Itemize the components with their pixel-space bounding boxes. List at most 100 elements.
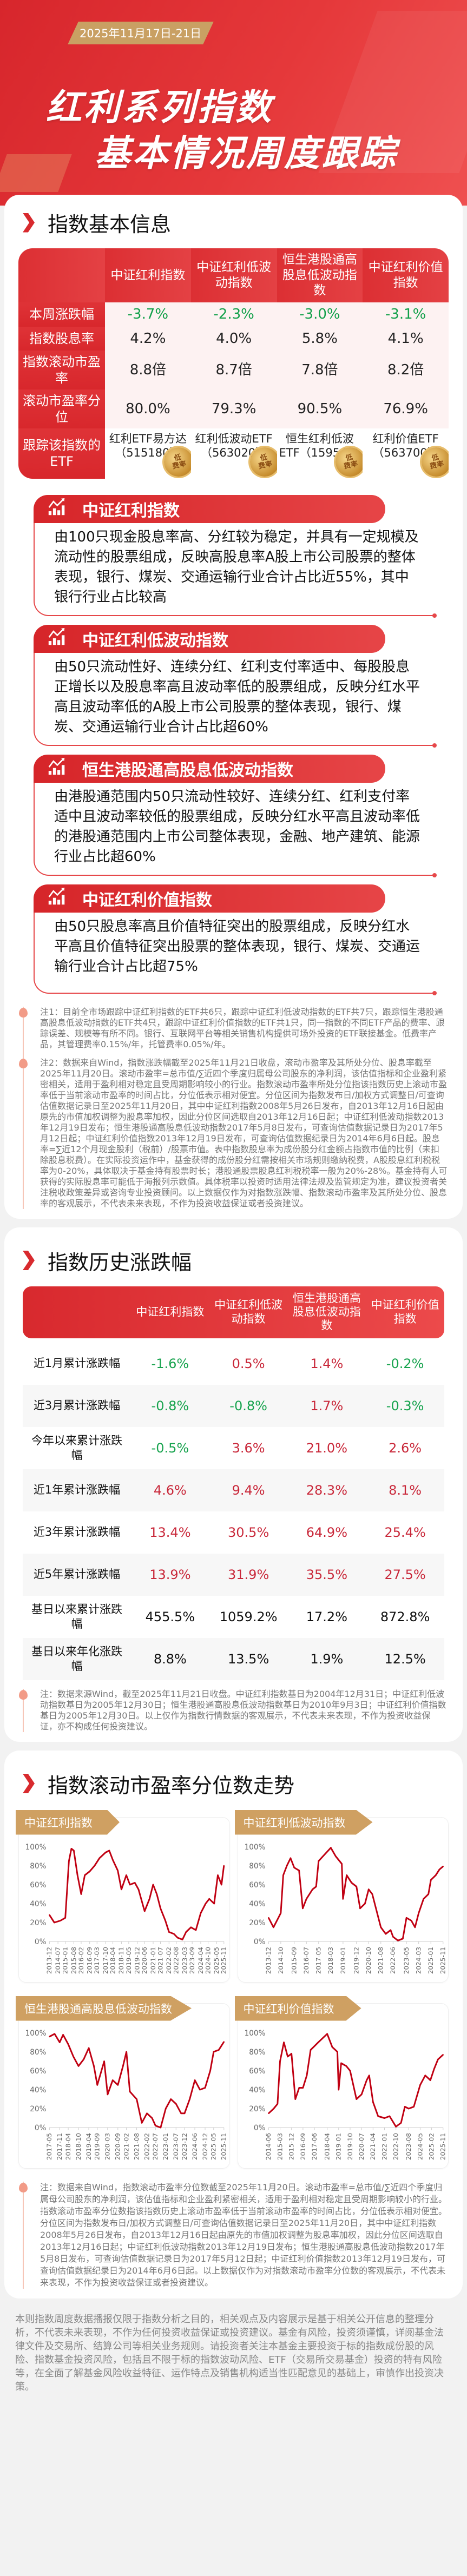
data-point [430,1879,431,1880]
row-label: 基日以来年化涨跌幅 [31,1645,122,1673]
table-cell: 64.9% [306,1524,347,1540]
x-tick-label: 2016-09 [86,1947,94,1974]
data-point [129,1884,131,1885]
x-tick-label: 2017-03 [93,1947,101,1974]
data-point [306,2075,307,2076]
data-point [407,2108,409,2109]
section-title: 指数基本信息 [48,213,172,236]
row-label: 指数股息率 [18,326,105,351]
x-tick-label: 2017-05 [314,1947,322,1974]
table-cell: -0.8% [151,1398,189,1414]
data-point [414,1926,416,1928]
data-point [380,1926,382,1928]
data-point [117,1870,119,1871]
x-tick-label: 2020-03 [104,2133,111,2160]
basic-info-card: 指数基本信息 中证红利指数 中证红利低波动指数 恒生港股通高股息低波动指数 中证红利价… [4,195,463,1219]
table-row: 近1月累计涨跌幅 -1.6% 0.5% 1.4% -0.2% [23,1343,444,1385]
data-point [294,2098,296,2100]
series-line [267,2032,444,2128]
y-tick-label: 20% [30,2104,46,2113]
table-cell: -3.7% [105,302,191,327]
data-point [392,1936,394,1937]
table-cell: -0.2% [386,1356,424,1371]
x-tick-label: 2023-01 [162,2133,169,2160]
data-point [156,1893,157,1895]
data-point [340,2062,342,2064]
data-point [62,2033,64,2036]
row-label: 本周涨跌幅 [18,302,105,327]
data-point [356,2098,357,2100]
data-point [404,2105,405,2108]
x-tick-label: 2017-11 [56,2133,63,2160]
cell-value: -2.3% [213,306,254,322]
data-point [293,1866,295,1868]
data-point [326,2033,328,2035]
notes: 注：数据来源Wind，截至2025年11月21日收盘。中证红利指数基日为2004… [19,1688,448,1732]
column-header: 中证红利价值指数 [363,248,449,302]
data-point [49,1914,50,1916]
table-row: 近5年累计涨跌幅 13.9% 31.9% 35.5% 27.5% [23,1553,444,1596]
x-tick-label: 2017-05 [45,2133,53,2160]
data-point [180,2112,182,2114]
x-tick-label: 2023-03 [181,1947,189,1974]
data-point [311,1888,313,1890]
history-table-header: 中证红利指数 中证红利低波动指数 恒生港股通高股息低波动指数 中证红利价值指数 [23,1286,444,1338]
x-tick-label: 2023-12 [181,2133,188,2160]
x-tick-label: 2024-12 [201,2133,209,2160]
data-point [410,1919,412,1921]
x-tick-label: 2025-11 [220,1947,228,1974]
data-point [64,1917,66,1918]
data-point [185,1931,187,1933]
column-header: 中证红利价值指数 [371,1298,439,1325]
data-point [108,1850,110,1851]
chart-title: 中证红利指数 [16,1809,120,1835]
pe-chart-card: 中证红利低波动指数 0% 20% 40% 60% 80% 100% 2013-12 2014-1… [234,1809,449,1983]
y-tick-label: 0% [35,2123,47,2132]
row-label: 今年以来累计涨跌幅 [31,1434,122,1462]
data-point [122,2065,124,2066]
disclaimer: 本则指数周度数据播报仅限于指数分析之目的，相关观点及内容展示是基于相关公开信息的… [15,2313,444,2393]
y-tick-label: 40% [30,2085,46,2094]
x-tick-label: 2022-07 [152,2133,159,2160]
x-tick-label: 2022-10 [392,2133,399,2160]
table-cell: -3.1% [363,302,449,327]
cell-value: 90.5% [297,400,343,417]
date-badge: 2025年11月17日-21日 [68,22,214,44]
series-line [49,1847,225,1940]
x-tick-label: 2013-12 [265,1947,272,1974]
x-tick-label: 2021-01 [149,1947,157,1974]
cell-value: 8.2倍 [387,361,424,378]
x-tick-label: 2017-10 [102,1947,109,1974]
cell-value: 5.8% [301,330,338,347]
x-tick-label: 2021-04 [369,2133,377,2160]
data-point [302,2086,304,2089]
chevron-right-icon [23,213,35,233]
data-point [433,2068,435,2070]
etf-cell: 恒生红利低波ETF（159545）低费率 [277,428,368,479]
row-label: 近1年累计涨跌幅 [33,1483,121,1497]
x-tick-label: 2025-11 [439,1947,446,1974]
data-point [165,2108,167,2109]
x-tick-label: 2018-04 [109,1947,117,1974]
x-tick-label: 2015-03 [276,2133,284,2160]
data-point [80,1893,82,1895]
data-point [73,2056,74,2057]
table-cell: 79.3% [190,389,277,428]
x-tick-label: 2015-01 [62,1947,69,1974]
description-title: 恒生港股通高股息低波动指数 [82,761,293,780]
table-cell: 8.1% [389,1482,422,1498]
data-point [137,1888,140,1890]
table-cell: -1.6% [151,1356,189,1371]
data-point [73,1850,75,1851]
y-tick-label: 80% [30,2047,46,2056]
data-point [77,1874,78,1876]
x-tick-label: 2018-10 [75,2133,82,2160]
data-point [136,2098,137,2100]
table-cell: 1059.2% [219,1609,278,1624]
data-point [336,2051,338,2052]
data-point [155,2124,156,2126]
index-description: 中证红利指数 由100只现金股息率高、分红较为稳定，并具有一定规模及流动性的股票组… [34,494,441,618]
data-point [170,2098,172,2100]
table-cell: 7.8倍 [277,351,363,389]
table-cell: 4.2% [105,326,191,351]
